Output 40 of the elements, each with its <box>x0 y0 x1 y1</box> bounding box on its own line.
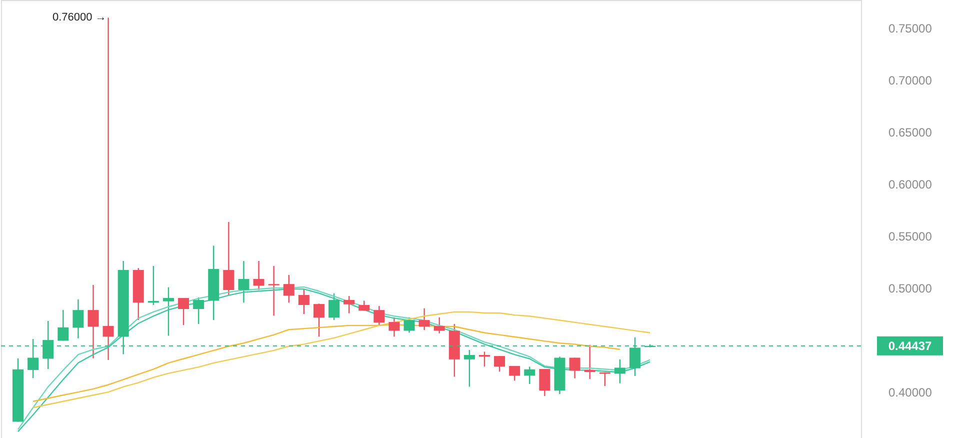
candlestick <box>238 260 250 304</box>
y-tick-label: 0.55000 <box>888 230 932 244</box>
candlestick <box>614 358 626 384</box>
candlestick <box>388 316 400 338</box>
line-series <box>32 311 651 408</box>
candlestick <box>72 298 84 339</box>
candlestick <box>178 297 190 326</box>
candlestick <box>298 288 310 315</box>
candlestick <box>344 295 355 314</box>
candlestick <box>524 366 536 385</box>
candlestick <box>223 221 234 296</box>
candlestick <box>148 265 159 306</box>
y-tick-label: 0.40000 <box>888 386 932 400</box>
y-tick-label: 0.70000 <box>888 73 932 88</box>
candlestick <box>464 349 475 388</box>
y-tick-label: 0.60000 <box>888 178 932 192</box>
candlestick <box>58 309 69 342</box>
candlestick <box>418 308 430 331</box>
annotation: 0.76000 → <box>52 12 106 24</box>
candlestick <box>102 16 114 361</box>
candlestick <box>434 316 445 334</box>
y-tick-label: 0.65000 <box>888 125 932 140</box>
candlestick <box>478 351 490 368</box>
y-tick-label: 0.50000 <box>888 282 932 296</box>
candlestick <box>494 355 506 372</box>
candlestick <box>509 365 520 382</box>
candlestick <box>584 344 596 380</box>
candlestick <box>162 286 174 336</box>
candlestick <box>328 292 340 321</box>
y-tick-label: 0.75000 <box>888 21 932 36</box>
candlestick <box>193 296 204 325</box>
candlestick <box>268 265 280 316</box>
candlestick <box>539 368 550 397</box>
candlestick <box>253 260 264 291</box>
candlestick <box>313 303 324 338</box>
candlestick <box>374 305 385 326</box>
candlestick <box>569 357 580 379</box>
ref-line-label: 0.44437 <box>888 338 932 353</box>
candlestick <box>283 274 294 304</box>
candlestick <box>88 284 99 359</box>
